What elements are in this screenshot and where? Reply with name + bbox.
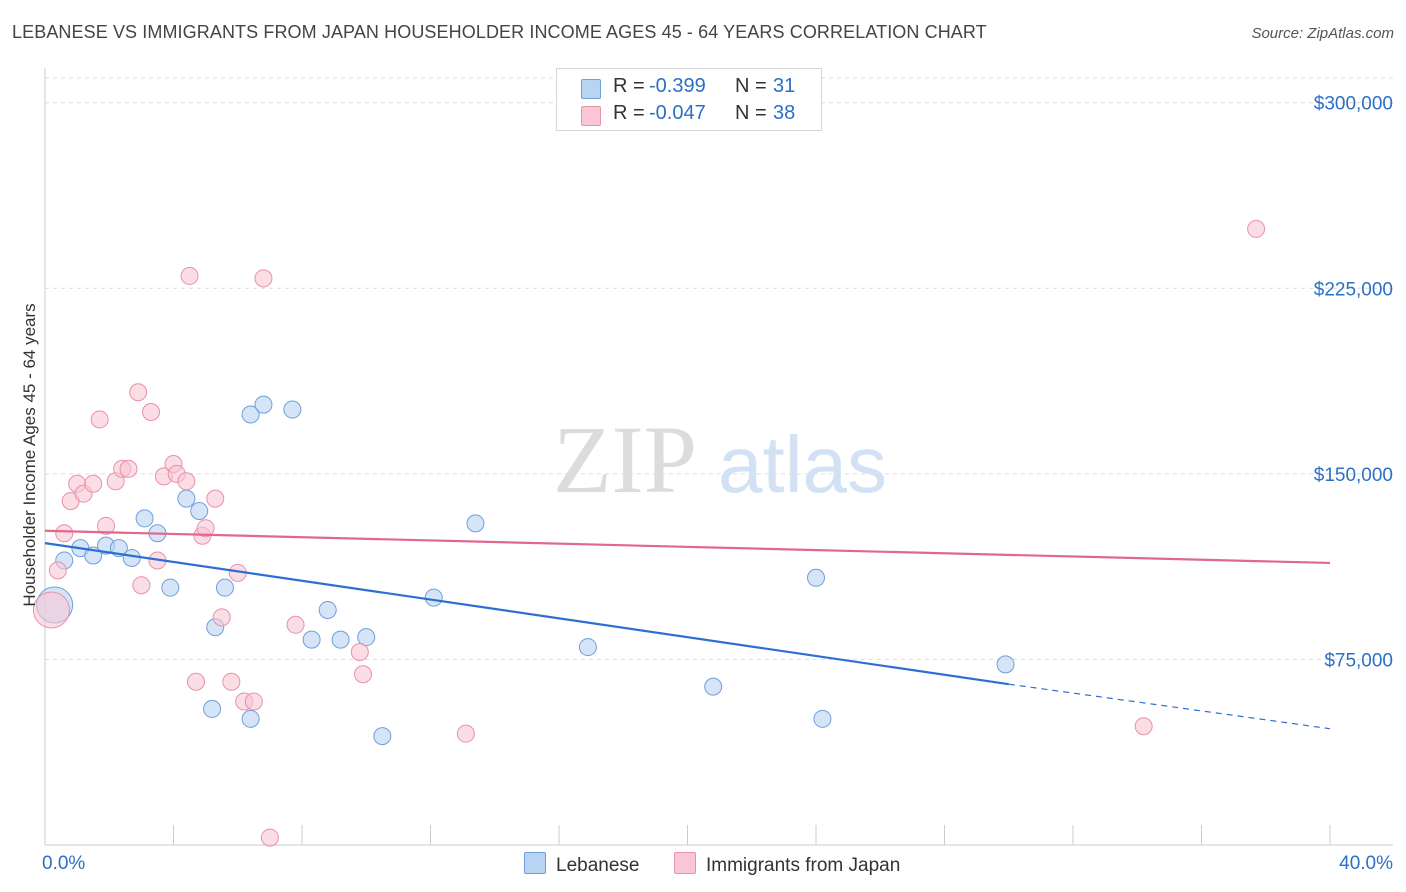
point-lebanese (373, 727, 392, 746)
point-lebanese (254, 395, 273, 414)
trend-lines (44, 529, 1331, 730)
series-swatch-lebanese (524, 852, 546, 874)
y-tick-label: $150,000 (1314, 465, 1393, 486)
point-japan (222, 672, 241, 691)
series-label-lebanese: Lebanese (556, 855, 640, 876)
point-lebanese (241, 405, 260, 424)
point-japan (180, 266, 199, 285)
point-japan (244, 692, 263, 711)
point-lebanese (177, 489, 196, 508)
y-axis-label: Householder Income Ages 45 - 64 years (20, 303, 39, 606)
point-japan (1247, 219, 1266, 238)
point-japan (119, 459, 138, 478)
point-japan (48, 561, 67, 580)
point-japan (129, 383, 148, 402)
correlation-legend: R = -0.399 N = 31 R = -0.047 N = 38 (556, 68, 822, 131)
point-japan (186, 672, 205, 691)
point-lebanese (331, 630, 350, 649)
point-lebanese (302, 630, 321, 649)
trend-line-japan (44, 529, 1331, 565)
y-tick-label: $300,000 (1314, 94, 1393, 115)
point-japan (97, 516, 116, 535)
legend-n-label: N = (735, 75, 767, 97)
trend-line-lebanese (44, 542, 1009, 686)
trend-line-extension-lebanese (1008, 683, 1331, 730)
data-points (32, 219, 1266, 847)
series-label-japan: Immigrants from Japan (706, 855, 901, 876)
x-tick-label: 0.0% (42, 853, 85, 874)
legend-r-value: -0.399 (649, 75, 706, 97)
point-japan (254, 269, 273, 288)
watermark: ZIP atlas (553, 406, 887, 513)
point-lebanese (424, 588, 443, 607)
legend-r-value: -0.047 (649, 102, 706, 124)
chart-title: LEBANESE VS IMMIGRANTS FROM JAPAN HOUSEH… (12, 22, 987, 42)
series-legend-lebanese: Lebanese (524, 852, 639, 876)
point-japan (212, 608, 231, 627)
watermark-zip: ZIP (553, 406, 697, 513)
point-lebanese (807, 568, 825, 587)
chart-source: Source: ZipAtlas.com (1251, 25, 1394, 42)
point-japan (32, 591, 70, 629)
legend-n-value: 38 (773, 102, 796, 124)
point-lebanese (135, 509, 154, 528)
point-japan (206, 489, 225, 508)
point-japan (142, 403, 161, 422)
point-japan (196, 519, 215, 538)
point-japan (132, 576, 151, 595)
legend-swatch-lebanese (581, 79, 601, 99)
legend-r-label: R = (613, 102, 645, 124)
series-legend-japan: Immigrants from Japan (674, 852, 900, 876)
y-tick-label: $225,000 (1314, 279, 1393, 300)
point-lebanese (190, 501, 209, 520)
point-lebanese (704, 677, 723, 696)
point-lebanese (813, 709, 832, 728)
point-lebanese (357, 628, 376, 647)
point-lebanese (466, 514, 485, 533)
point-lebanese (578, 638, 597, 657)
point-lebanese (203, 699, 222, 718)
point-japan (260, 828, 279, 847)
legend-n-value: 31 (773, 75, 796, 97)
point-japan (350, 643, 369, 662)
y-tick-label: $75,000 (1324, 650, 1393, 671)
point-japan (1134, 717, 1153, 736)
legend-n-label: N = (735, 102, 767, 124)
point-japan (55, 524, 74, 543)
watermark-atlas: atlas (718, 420, 887, 509)
point-japan (354, 665, 373, 684)
point-japan (84, 474, 103, 493)
point-lebanese (215, 578, 234, 597)
point-lebanese (996, 655, 1015, 674)
tick-labels: $75,000 $150,000 $225,000 $300,000 0.0% 40.0% (42, 94, 1393, 874)
point-lebanese (318, 600, 337, 619)
point-lebanese (283, 400, 302, 419)
point-lebanese (122, 548, 141, 567)
legend-swatch-japan (581, 106, 601, 126)
point-japan (286, 615, 305, 634)
point-japan (90, 410, 109, 429)
point-lebanese (161, 578, 180, 597)
point-lebanese (241, 709, 260, 728)
point-japan (177, 472, 196, 491)
x-tick-label: 40.0% (1339, 853, 1393, 874)
series-swatch-japan (674, 852, 696, 874)
legend-r-label: R = (613, 75, 645, 97)
point-japan (456, 724, 475, 743)
